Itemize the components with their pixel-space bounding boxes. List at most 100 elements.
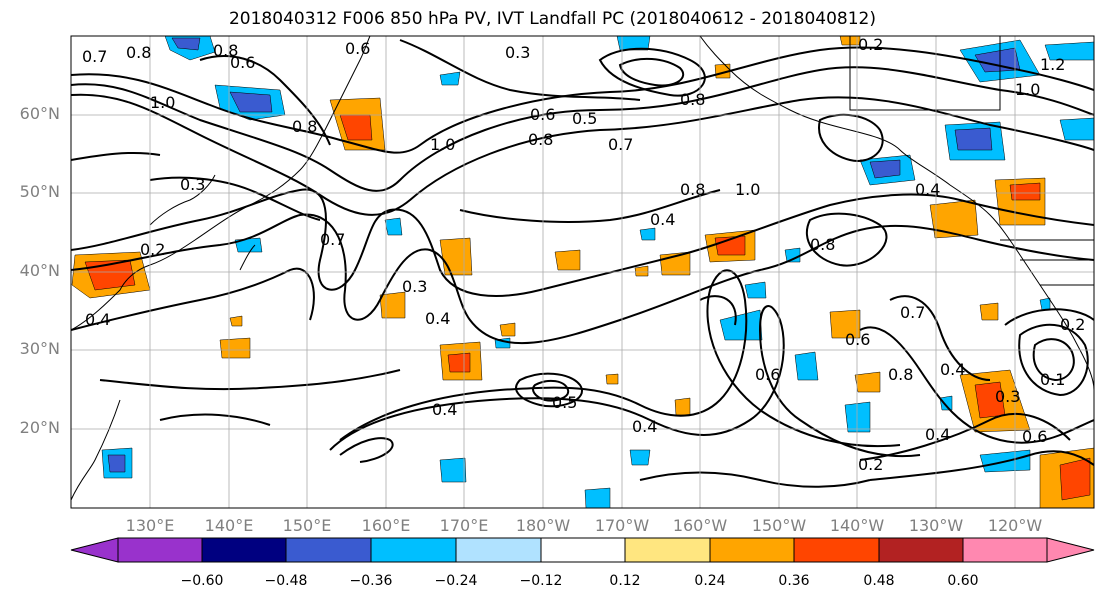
pos-patch — [84, 259, 136, 291]
contour-label: 0.8 — [292, 117, 317, 136]
lon-label: 170°E — [439, 516, 489, 535]
pos-patch — [674, 397, 691, 416]
colorbar-segment — [370, 537, 457, 563]
contour-label: 0.7 — [320, 230, 345, 249]
colorbar-tick-label: −0.24 — [434, 573, 478, 589]
pos-patch — [229, 315, 243, 327]
colorbar-segment — [455, 537, 542, 563]
lon-label: 130°E — [125, 516, 175, 535]
lat-label-30n: 30°N — [19, 339, 60, 358]
pos-patch — [1009, 182, 1041, 201]
colorbar-segment — [201, 537, 287, 563]
colorbar-tick-label: −0.48 — [264, 573, 308, 589]
contour-label: 0.2 — [140, 240, 165, 259]
neg-patch — [171, 37, 201, 51]
contour-label: 0.6 — [345, 39, 370, 58]
contour-label: 1.2 — [1040, 55, 1065, 74]
contour-label: 0.2 — [858, 35, 883, 54]
colorbar-segment — [878, 537, 964, 563]
contour-label: 1.0 — [735, 180, 760, 199]
lon-label: 180°W — [515, 516, 571, 535]
contour-label: 0.3 — [505, 43, 530, 62]
colorbar-segment — [962, 537, 1048, 563]
pos-patch — [634, 265, 649, 277]
lon-label: 140°E — [204, 516, 254, 535]
neg-patch — [1039, 297, 1051, 311]
neg-patch — [384, 217, 403, 236]
pos-patch — [439, 237, 473, 276]
negative-shading — [101, 36, 1094, 508]
pos-patch — [605, 373, 619, 385]
colorbar-extend-right — [1046, 537, 1095, 563]
colorbar-tick-label: 0.60 — [947, 573, 979, 589]
pos-patch — [829, 309, 861, 339]
colorbar — [70, 537, 1095, 563]
neg-patch — [954, 127, 993, 151]
contour-label: 0.7 — [82, 47, 107, 66]
lat-label-50n: 50°N — [19, 182, 60, 201]
colorbar-segment — [793, 537, 880, 563]
colorbar-tick-label: 0.48 — [863, 573, 895, 589]
contour-label: 0.4 — [650, 210, 675, 229]
contour-label: 0.8 — [213, 41, 238, 60]
contour-label: 1.0 — [150, 93, 175, 112]
lat-label-60n: 60°N — [19, 104, 60, 123]
colorbar-tick-label: 0.12 — [609, 573, 641, 589]
contour-label: 0.6 — [1022, 427, 1047, 446]
contour-label: 1.0 — [430, 135, 455, 154]
contour-label: 0.5 — [552, 393, 577, 412]
neg-patch — [439, 71, 461, 86]
lon-label: 140°W — [829, 516, 885, 535]
lon-label: 160°E — [361, 516, 411, 535]
contour-label: 0.1 — [1040, 370, 1065, 389]
colorbar-tick-label: 0.36 — [778, 573, 810, 589]
pos-patch — [447, 352, 471, 373]
neg-patch — [939, 395, 953, 411]
pos-patch — [854, 371, 881, 393]
contour-label: 0.8 — [126, 43, 151, 62]
colorbar-tick-label: −0.60 — [180, 573, 224, 589]
neg-patch — [844, 401, 871, 433]
lon-label: 120°W — [987, 516, 1043, 535]
neg-patch — [794, 351, 819, 381]
contour-label: 0.3 — [180, 175, 205, 194]
contour-label: 0.8 — [680, 180, 705, 199]
neg-patch — [869, 159, 901, 179]
contour-label: 0.6 — [230, 53, 255, 72]
pos-patch — [929, 199, 979, 239]
contour-label: 0.8 — [680, 90, 705, 109]
contour-labels: 0.7 0.8 0.8 0.6 0.6 0.3 0.2 1.2 1.0 1.0 … — [82, 35, 1085, 474]
gridlines — [71, 36, 1094, 508]
colorbar-tick-label: 0.24 — [694, 573, 726, 589]
contour-lines — [71, 39, 1094, 488]
neg-patch — [616, 36, 651, 51]
colorbar-segment — [285, 537, 372, 563]
pos-patch — [219, 337, 251, 359]
pos-patch — [979, 302, 999, 321]
contour-label: 0.4 — [940, 360, 965, 379]
contour-label: 0.5 — [572, 109, 597, 128]
contour-label: 0.2 — [858, 455, 883, 474]
contour-label: 0.7 — [900, 303, 925, 322]
contour-label: 0.8 — [528, 130, 553, 149]
lat-label-20n: 20°N — [19, 418, 60, 437]
neg-patch — [234, 237, 263, 253]
neg-patch — [1059, 117, 1094, 141]
pos-patch — [554, 249, 581, 271]
contour-label: 0.6 — [530, 105, 555, 124]
neg-patch — [1044, 41, 1094, 61]
colorbar-extend-left — [70, 537, 119, 563]
colorbar-segment — [540, 537, 626, 563]
map-frame — [70, 35, 1095, 509]
neg-patch — [744, 281, 767, 299]
pos-patch — [1059, 457, 1091, 501]
contour-label: 0.4 — [915, 180, 940, 199]
pos-patch — [499, 322, 516, 337]
coastlines — [71, 36, 1094, 501]
colorbar-segment — [709, 537, 795, 563]
colorbar-segment — [624, 537, 711, 563]
contour-label: 0.7 — [608, 135, 633, 154]
positive-shading — [71, 36, 1094, 508]
colorbar-segment — [117, 537, 203, 563]
